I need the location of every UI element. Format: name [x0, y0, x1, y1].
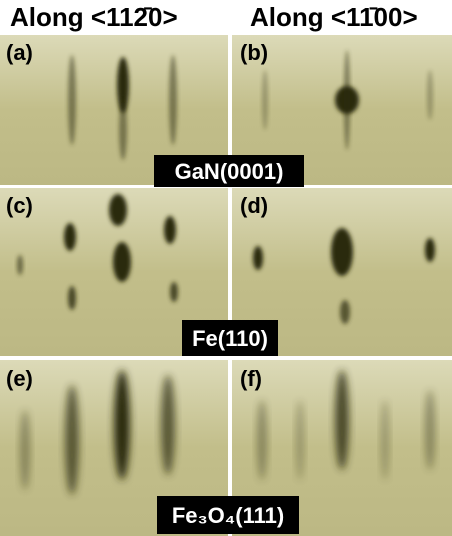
material-label: Fe(110) [192, 326, 268, 351]
label-box [154, 155, 304, 187]
column-title: Along <11̄00> [250, 2, 418, 32]
material-label: GaN(0001) [175, 159, 284, 184]
label-box [157, 496, 299, 534]
panel-label: (e) [6, 366, 33, 391]
panel-label: (b) [240, 40, 268, 65]
panel-label: (a) [6, 40, 33, 65]
panel-label: (d) [240, 193, 268, 218]
material-label: Fe₃O₄(111) [172, 503, 284, 528]
label-box [182, 320, 278, 356]
column-title: Along <112̄0> [10, 2, 178, 32]
diffraction-streaks [17, 50, 435, 495]
panel-label: (f) [240, 366, 262, 391]
panel-label: (c) [6, 193, 33, 218]
